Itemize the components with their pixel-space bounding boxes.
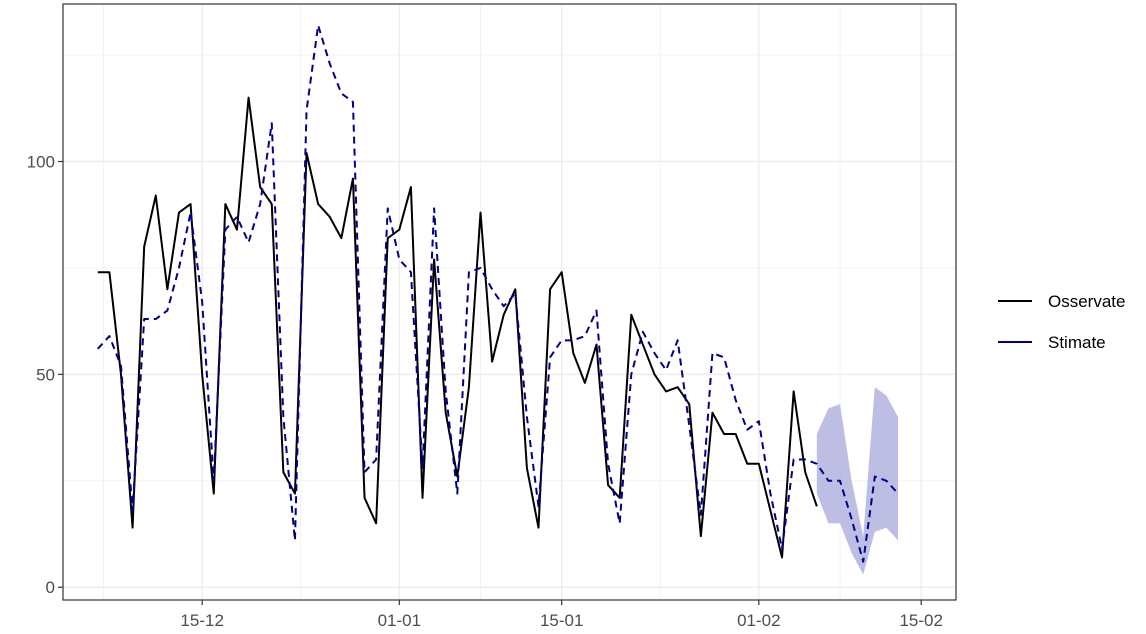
prediction-interval: [816, 387, 899, 575]
legend-label-observed: Osservate: [1048, 292, 1125, 311]
series-line-estimated: [97, 24, 899, 563]
x-tick-label: 15-12: [180, 611, 223, 630]
legend: Osservate Stimate: [998, 292, 1125, 352]
legend-label-estimated: Stimate: [1048, 333, 1106, 352]
grid: [63, 4, 956, 600]
x-axis: 15-12 01-01 15-01 01-02 15-02: [180, 600, 943, 630]
x-tick-label: 15-01: [540, 611, 583, 630]
y-tick-label: 100: [27, 153, 55, 172]
y-tick-label: 50: [36, 365, 55, 384]
x-tick-label: 01-02: [737, 611, 780, 630]
x-tick-label: 15-02: [899, 611, 942, 630]
x-tick-label: 01-01: [378, 611, 421, 630]
series-lines: [97, 24, 899, 563]
y-tick-label: 0: [46, 578, 55, 597]
interval-band: [816, 387, 899, 575]
panel-border: [62, 3, 957, 601]
y-axis: 0 50 100: [27, 153, 63, 597]
